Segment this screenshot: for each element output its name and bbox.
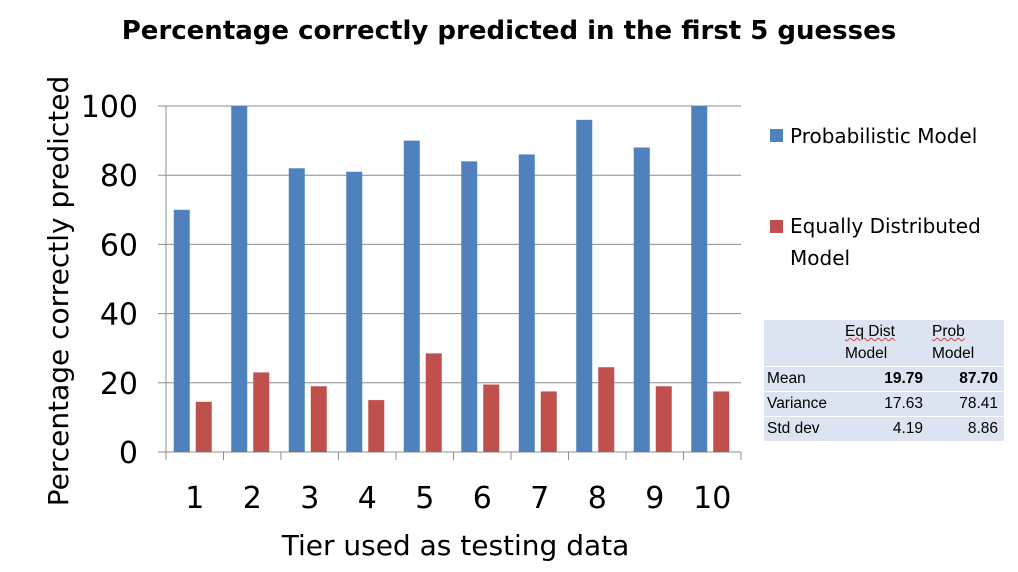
- table-header-prob: Prob Model: [929, 320, 1004, 367]
- bar-probabilistic: [403, 140, 420, 452]
- x-tick-label: 2: [243, 481, 262, 516]
- row-value-eq: 17.63: [842, 391, 930, 417]
- bar-equally-distributed: [598, 367, 615, 452]
- bar-probabilistic: [576, 119, 593, 452]
- bar-probabilistic: [461, 161, 478, 453]
- bar-probabilistic: [633, 147, 650, 452]
- bar-equally-distributed: [368, 400, 385, 452]
- table-header-row: Eq Dist Model Prob Model: [764, 320, 1004, 367]
- row-label: Std dev: [764, 416, 842, 442]
- x-tick-label: 9: [645, 481, 664, 516]
- bar-probabilistic: [518, 154, 535, 452]
- table-row: Mean 19.79 87.70: [764, 366, 1004, 392]
- chart-title: Percentage correctly predicted in the fi…: [121, 16, 897, 46]
- header-eq-dist-line2: Model: [845, 345, 888, 362]
- x-tick-label: 1: [185, 481, 204, 516]
- row-value-eq: 19.79: [842, 366, 930, 392]
- table-row: Variance 17.63 78.41: [764, 391, 1004, 417]
- x-tick-label: 7: [530, 481, 549, 516]
- header-eq-dist-line1: Eq Dist: [845, 323, 895, 340]
- legend-label-equally-distributed-line2: Model: [790, 246, 851, 270]
- y-tick-label: 40: [100, 298, 138, 333]
- bar-equally-distributed: [195, 401, 212, 452]
- y-tick-label: 0: [119, 436, 138, 471]
- row-value-eq: 4.19: [842, 416, 930, 442]
- header-prob-line1: Prob: [932, 323, 965, 340]
- x-axis-title: Tier used as testing data: [281, 529, 630, 562]
- bar-equally-distributed: [713, 391, 730, 452]
- row-value-prob: 87.70: [929, 366, 1004, 392]
- table-header-eq-dist: Eq Dist Model: [842, 320, 930, 367]
- bar-equally-distributed: [540, 391, 557, 452]
- row-label: Variance: [764, 391, 842, 417]
- y-axis-title: Percentage correctly predicted: [42, 76, 75, 507]
- table-row: Std dev 4.19 8.86: [764, 416, 1004, 442]
- bar-equally-distributed: [655, 386, 672, 452]
- x-tick-label: 5: [415, 481, 434, 516]
- bar-probabilistic: [231, 106, 248, 452]
- row-label: Mean: [764, 366, 842, 392]
- statistics-table: Eq Dist Model Prob Model Mean 19.79 87.7…: [764, 320, 1004, 442]
- y-tick-label: 60: [100, 228, 138, 263]
- x-tick-label: 8: [588, 481, 607, 516]
- legend-label-equally-distributed-line1: Equally Distributed: [790, 214, 981, 238]
- y-tick-label: 80: [100, 159, 138, 194]
- bar-probabilistic: [346, 171, 363, 453]
- legend-label-probabilistic: Probabilistic Model: [790, 124, 978, 148]
- row-value-prob: 8.86: [929, 416, 1004, 442]
- legend-swatch-probabilistic: [770, 129, 783, 142]
- bar-equally-distributed: [483, 384, 500, 452]
- y-tick-label: 20: [100, 367, 138, 402]
- bar-equally-distributed: [425, 353, 442, 452]
- legend-swatch-equally-distributed: [770, 220, 783, 233]
- row-value-prob: 78.41: [929, 391, 1004, 417]
- x-tick-label: 10: [693, 481, 731, 516]
- bar-probabilistic: [288, 168, 305, 452]
- x-tick-label: 3: [300, 481, 319, 516]
- bar-equally-distributed: [253, 372, 270, 452]
- x-tick-label: 6: [473, 481, 492, 516]
- x-tick-label: 4: [358, 481, 377, 516]
- bar-probabilistic: [691, 106, 708, 452]
- table-header-blank: [764, 320, 842, 367]
- bar-equally-distributed: [310, 386, 327, 452]
- header-prob-line2: Model: [932, 345, 975, 362]
- y-tick-label: 100: [81, 90, 138, 125]
- bar-probabilistic: [173, 209, 190, 452]
